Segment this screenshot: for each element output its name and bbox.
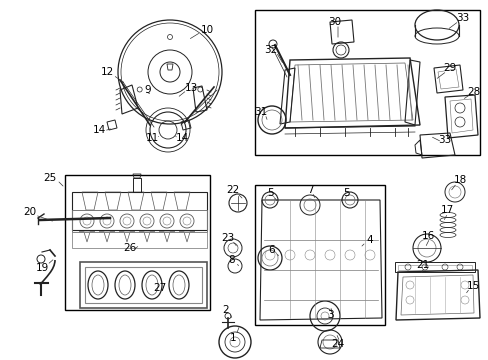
Text: 17: 17 [440,205,453,215]
Text: 19: 19 [35,263,48,273]
Text: 16: 16 [421,231,434,241]
Text: 7: 7 [306,185,313,195]
Text: 9: 9 [144,85,151,95]
Text: 22: 22 [226,185,239,195]
Text: 15: 15 [466,281,479,291]
Text: 30: 30 [328,17,341,27]
Text: 32: 32 [264,45,277,55]
Bar [85,267,202,303]
Text: 18: 18 [452,175,466,185]
Text: 10: 10 [200,25,213,35]
Bar [397,265,471,270]
Bar [80,262,206,308]
Text: 33: 33 [455,13,468,23]
Text: 23: 23 [221,233,234,243]
Text: 28: 28 [467,87,480,97]
Text: 27: 27 [153,283,166,293]
Bar [133,178,141,192]
Text: 20: 20 [23,207,37,217]
Text: 4: 4 [366,235,372,245]
Text: 14: 14 [175,133,188,143]
Text: 33: 33 [437,135,451,145]
Text: 31: 31 [254,107,267,117]
Bar [254,185,384,325]
Bar [65,175,209,310]
Text: 2: 2 [222,305,229,315]
Text: 13: 13 [184,83,197,93]
Bar [72,210,206,232]
Text: 21: 21 [415,260,429,270]
Text: 25: 25 [43,173,57,183]
Text: 5: 5 [266,188,273,198]
Text: 5: 5 [343,188,349,198]
Text: 29: 29 [443,63,456,73]
Text: 14: 14 [92,125,105,135]
Bar [394,262,474,272]
Bar [72,192,206,230]
Bar [254,10,479,155]
Text: 12: 12 [100,67,113,77]
Text: 11: 11 [145,133,158,143]
Bar [72,232,206,248]
Text: 1: 1 [229,333,236,343]
Text: 3: 3 [326,310,333,320]
Text: 26: 26 [123,243,136,253]
Text: 24: 24 [331,339,344,349]
Text: 8: 8 [228,255,235,265]
Text: 6: 6 [268,245,275,255]
